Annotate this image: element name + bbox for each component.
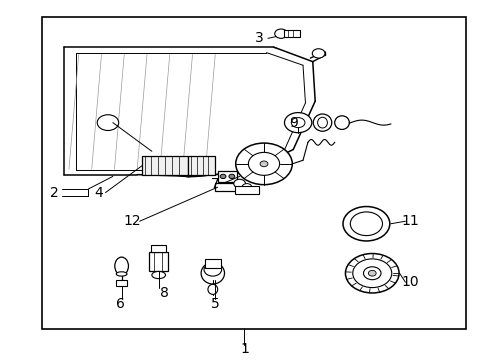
Text: 2: 2 <box>50 185 59 199</box>
Circle shape <box>284 113 311 133</box>
Text: 1: 1 <box>240 342 248 356</box>
Bar <box>204 259 221 268</box>
Circle shape <box>248 152 279 175</box>
Text: 8: 8 <box>159 286 168 300</box>
Circle shape <box>233 179 245 188</box>
Text: 4: 4 <box>94 185 102 199</box>
Bar <box>149 252 167 271</box>
Bar <box>284 30 300 37</box>
Circle shape <box>352 259 391 288</box>
Text: 6: 6 <box>116 297 124 311</box>
Ellipse shape <box>152 271 165 279</box>
Bar <box>215 183 239 192</box>
Bar <box>116 280 127 286</box>
Text: 11: 11 <box>401 214 418 228</box>
Ellipse shape <box>116 272 127 276</box>
Circle shape <box>363 267 380 280</box>
Ellipse shape <box>201 262 224 284</box>
Circle shape <box>235 143 292 185</box>
Text: 5: 5 <box>210 297 219 311</box>
Circle shape <box>349 212 382 235</box>
Ellipse shape <box>317 117 327 128</box>
Circle shape <box>228 174 234 179</box>
Circle shape <box>220 174 225 179</box>
Circle shape <box>274 29 287 39</box>
Bar <box>234 186 259 194</box>
Ellipse shape <box>313 114 331 131</box>
Circle shape <box>342 207 389 241</box>
Bar <box>151 245 166 252</box>
Circle shape <box>260 161 267 167</box>
Text: 10: 10 <box>401 275 418 289</box>
Bar <box>217 171 237 182</box>
Ellipse shape <box>207 284 217 294</box>
Bar <box>142 156 188 175</box>
Circle shape <box>345 253 398 293</box>
Bar <box>42 17 466 329</box>
Text: 3: 3 <box>254 31 263 45</box>
Circle shape <box>367 270 375 276</box>
Circle shape <box>203 263 221 276</box>
Text: 7: 7 <box>210 177 219 190</box>
Circle shape <box>312 49 325 58</box>
Bar <box>188 156 215 175</box>
Circle shape <box>291 118 305 128</box>
Ellipse shape <box>115 257 128 275</box>
Circle shape <box>242 184 251 191</box>
Ellipse shape <box>334 116 348 130</box>
Text: 9: 9 <box>288 116 297 130</box>
Text: 12: 12 <box>123 214 141 228</box>
Circle shape <box>97 115 119 131</box>
